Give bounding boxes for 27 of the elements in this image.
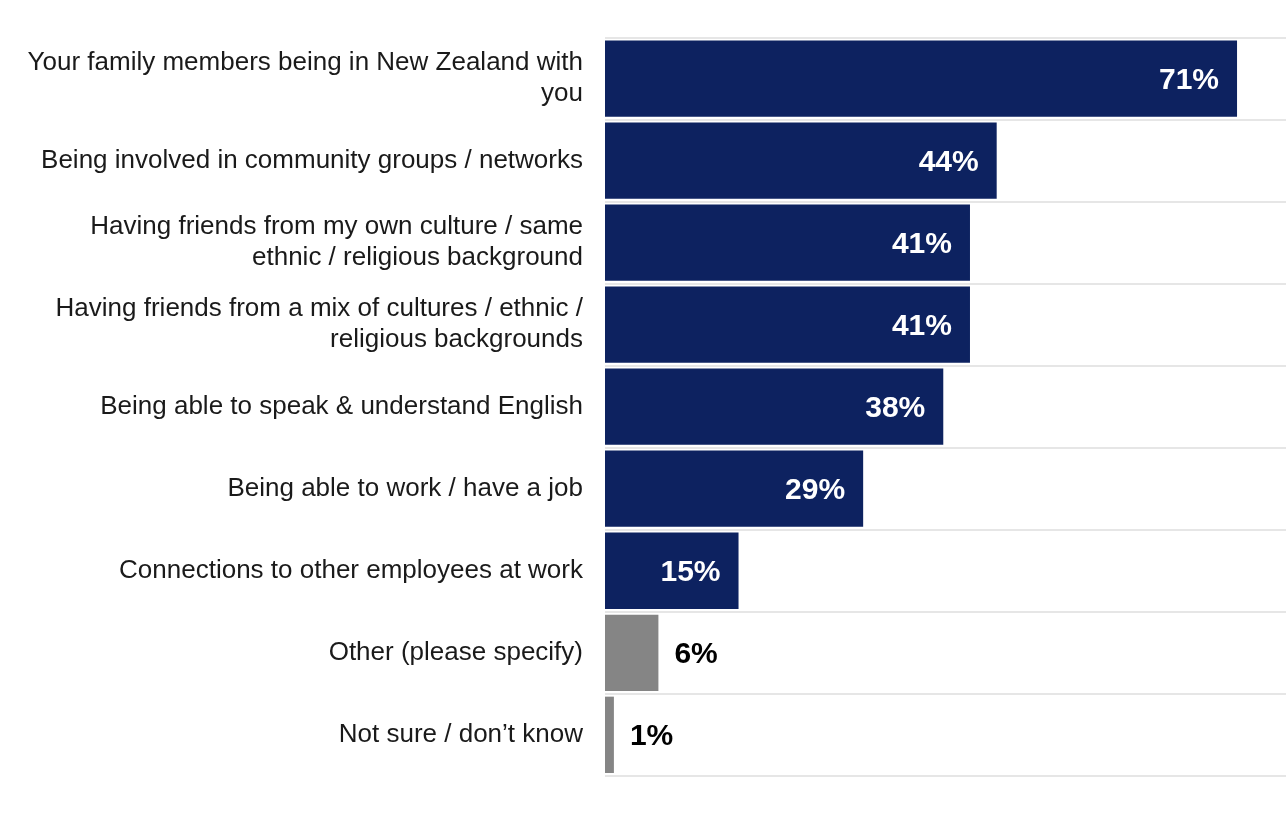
- y-tick-label: Other (please specify): [328, 635, 583, 666]
- y-tick-label: Being involved in community groups / networks: [41, 143, 583, 174]
- y-tick-label: Not sure / don’t know: [338, 717, 584, 748]
- bar: [605, 614, 659, 691]
- data-label: 71%: [1158, 61, 1220, 95]
- data-label: 29%: [785, 471, 846, 505]
- bar: [605, 204, 970, 281]
- data-label: 38%: [865, 389, 926, 423]
- data-label: 1%: [629, 718, 674, 752]
- bar: [605, 122, 997, 199]
- y-tick-label: Having friends from my own culture / same ethnic / religious background: [90, 210, 583, 272]
- y-tick-label: Being able to speak & understand English: [100, 389, 583, 420]
- bar: [605, 532, 739, 609]
- bar: [605, 450, 864, 527]
- y-tick-label: Connections to other employees at work: [119, 553, 584, 584]
- data-label: 41%: [891, 225, 952, 259]
- bar: [605, 286, 970, 363]
- y-tick-label: Having friends from a mix of cultures / ethnic / religious backgrounds: [55, 292, 584, 354]
- bar: [605, 40, 1238, 117]
- data-label: 41%: [891, 307, 952, 341]
- bar: [605, 696, 614, 773]
- data-label: 44%: [918, 143, 979, 177]
- data-label: 6%: [674, 636, 718, 670]
- y-tick-label: Your family members being in New Zealand with you: [27, 46, 583, 108]
- y-tick-label: Being able to work / have a job: [227, 471, 583, 502]
- bar: [605, 368, 944, 445]
- data-label: 15%: [660, 554, 721, 588]
